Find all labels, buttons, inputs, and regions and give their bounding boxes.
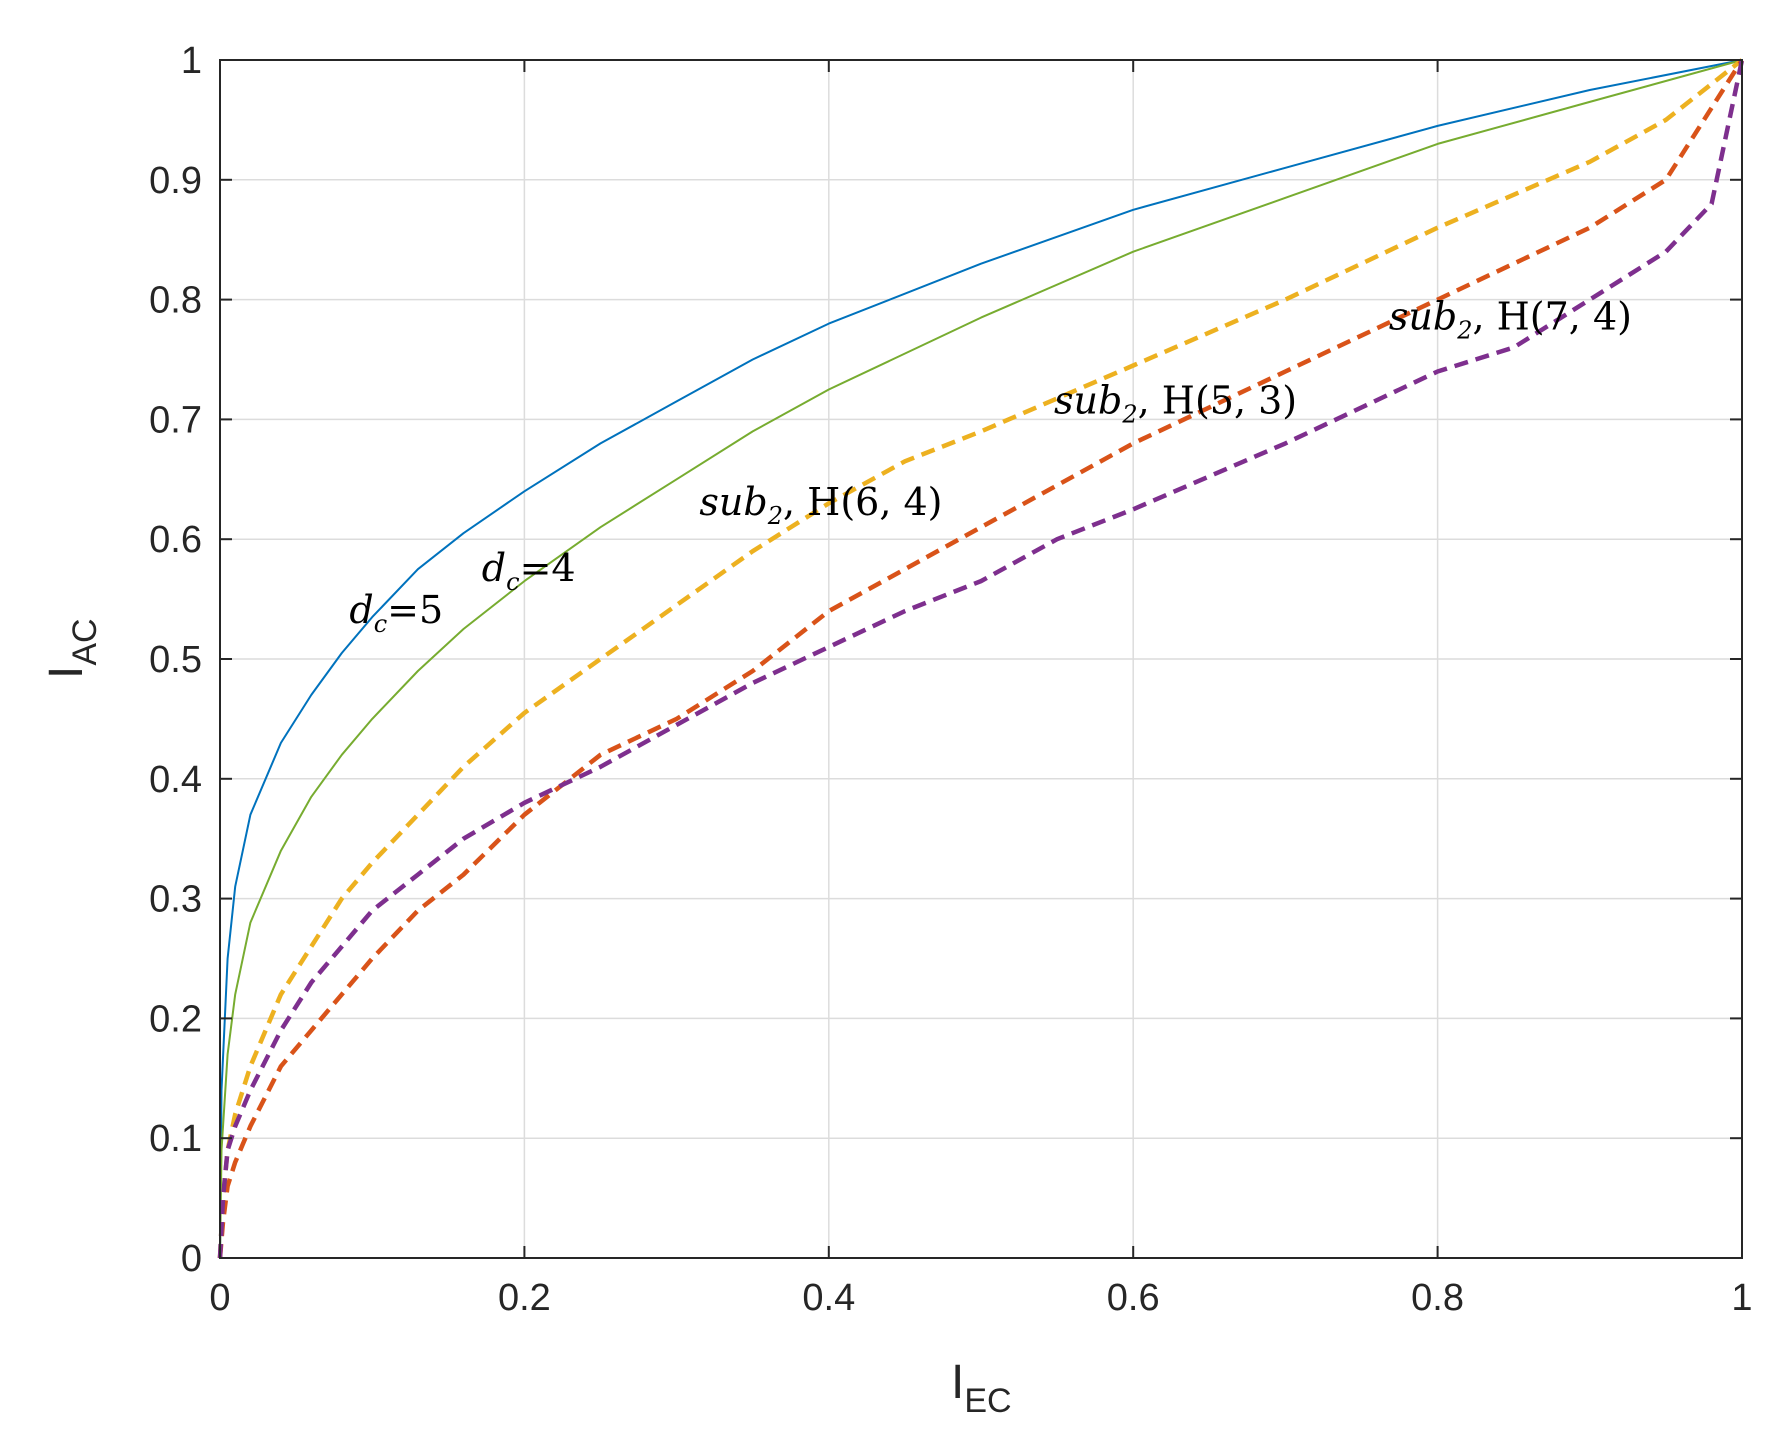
- grid: [219, 59, 1743, 1259]
- annotation-1: dc=5: [349, 588, 443, 638]
- annotation-3: sub2, H(6, 4): [699, 480, 942, 530]
- ticks: 0 0.2 0.4 0.6 0.8 1 0 0.1 0.2 0.3 0.4 0.5 0.6 0.7 0.8 0…: [149, 40, 1752, 1319]
- y-tick-label: 0.4: [149, 759, 202, 801]
- annotation-rest: , H(5, 3): [1138, 378, 1297, 422]
- annotation-rest: , H(7, 4): [1472, 295, 1631, 339]
- x-tick-label: 0.6: [1107, 1277, 1160, 1319]
- annotation-main: sub: [1054, 378, 1122, 422]
- annotation-sub: c: [374, 610, 387, 638]
- annotation-main: sub: [1389, 295, 1457, 339]
- series-line-1: [219, 59, 1743, 1259]
- series-line-5: [217, 59, 1745, 1259]
- annotation-sub: 2: [767, 502, 783, 530]
- y-axis-label-sub: AC: [66, 618, 104, 665]
- y-tick-label: 0.8: [149, 280, 202, 322]
- y-tick-label: 0.7: [149, 399, 202, 441]
- x-tick-label: 1: [1731, 1277, 1752, 1319]
- y-tick-label: 0.6: [149, 519, 202, 561]
- y-tick-label: 1: [181, 40, 202, 82]
- x-tick-label: 0: [209, 1277, 230, 1319]
- x-axis-label: IEC: [951, 1356, 1012, 1420]
- annotation-main: d: [349, 588, 373, 632]
- y-tick-label: 0.5: [149, 639, 202, 681]
- y-tick-label: 0.9: [149, 160, 202, 202]
- y-tick-label: 0.1: [149, 1118, 202, 1160]
- series-line-4: [217, 58, 1744, 1259]
- annotation-2: dc=4: [482, 546, 576, 596]
- x-axis-label-main: I: [951, 1356, 964, 1409]
- y-axis-label: IAC: [40, 618, 104, 679]
- y-tick-label: 0.2: [149, 998, 202, 1040]
- x-tick-label: 0.4: [802, 1277, 855, 1319]
- x-tick-label: 0.2: [498, 1277, 551, 1319]
- annotation-rest: =4: [520, 546, 576, 590]
- annotation-sub: c: [506, 568, 519, 596]
- series-layer: [217, 58, 1745, 1259]
- y-tick-label: 0: [181, 1238, 202, 1280]
- y-tick-label: 0.3: [149, 879, 202, 921]
- annotation-rest: , H(6, 4): [783, 480, 942, 524]
- y-axis-label-main: I: [40, 666, 93, 679]
- annotation-sub: 2: [1121, 400, 1137, 428]
- annotation-rest: =5: [387, 588, 443, 632]
- annotation-main: sub: [699, 480, 767, 524]
- annotation-5: sub2, H(7, 4): [1389, 295, 1632, 345]
- annotation-sub: 2: [1456, 317, 1472, 345]
- annotation-4: sub2, H(5, 3): [1054, 378, 1297, 428]
- x-axis-label-sub: EC: [964, 1382, 1011, 1420]
- series-line-2: [219, 59, 1743, 1259]
- annotation-main: d: [482, 546, 506, 590]
- series-line-3: [217, 58, 1744, 1259]
- x-tick-label: 0.8: [1411, 1277, 1464, 1319]
